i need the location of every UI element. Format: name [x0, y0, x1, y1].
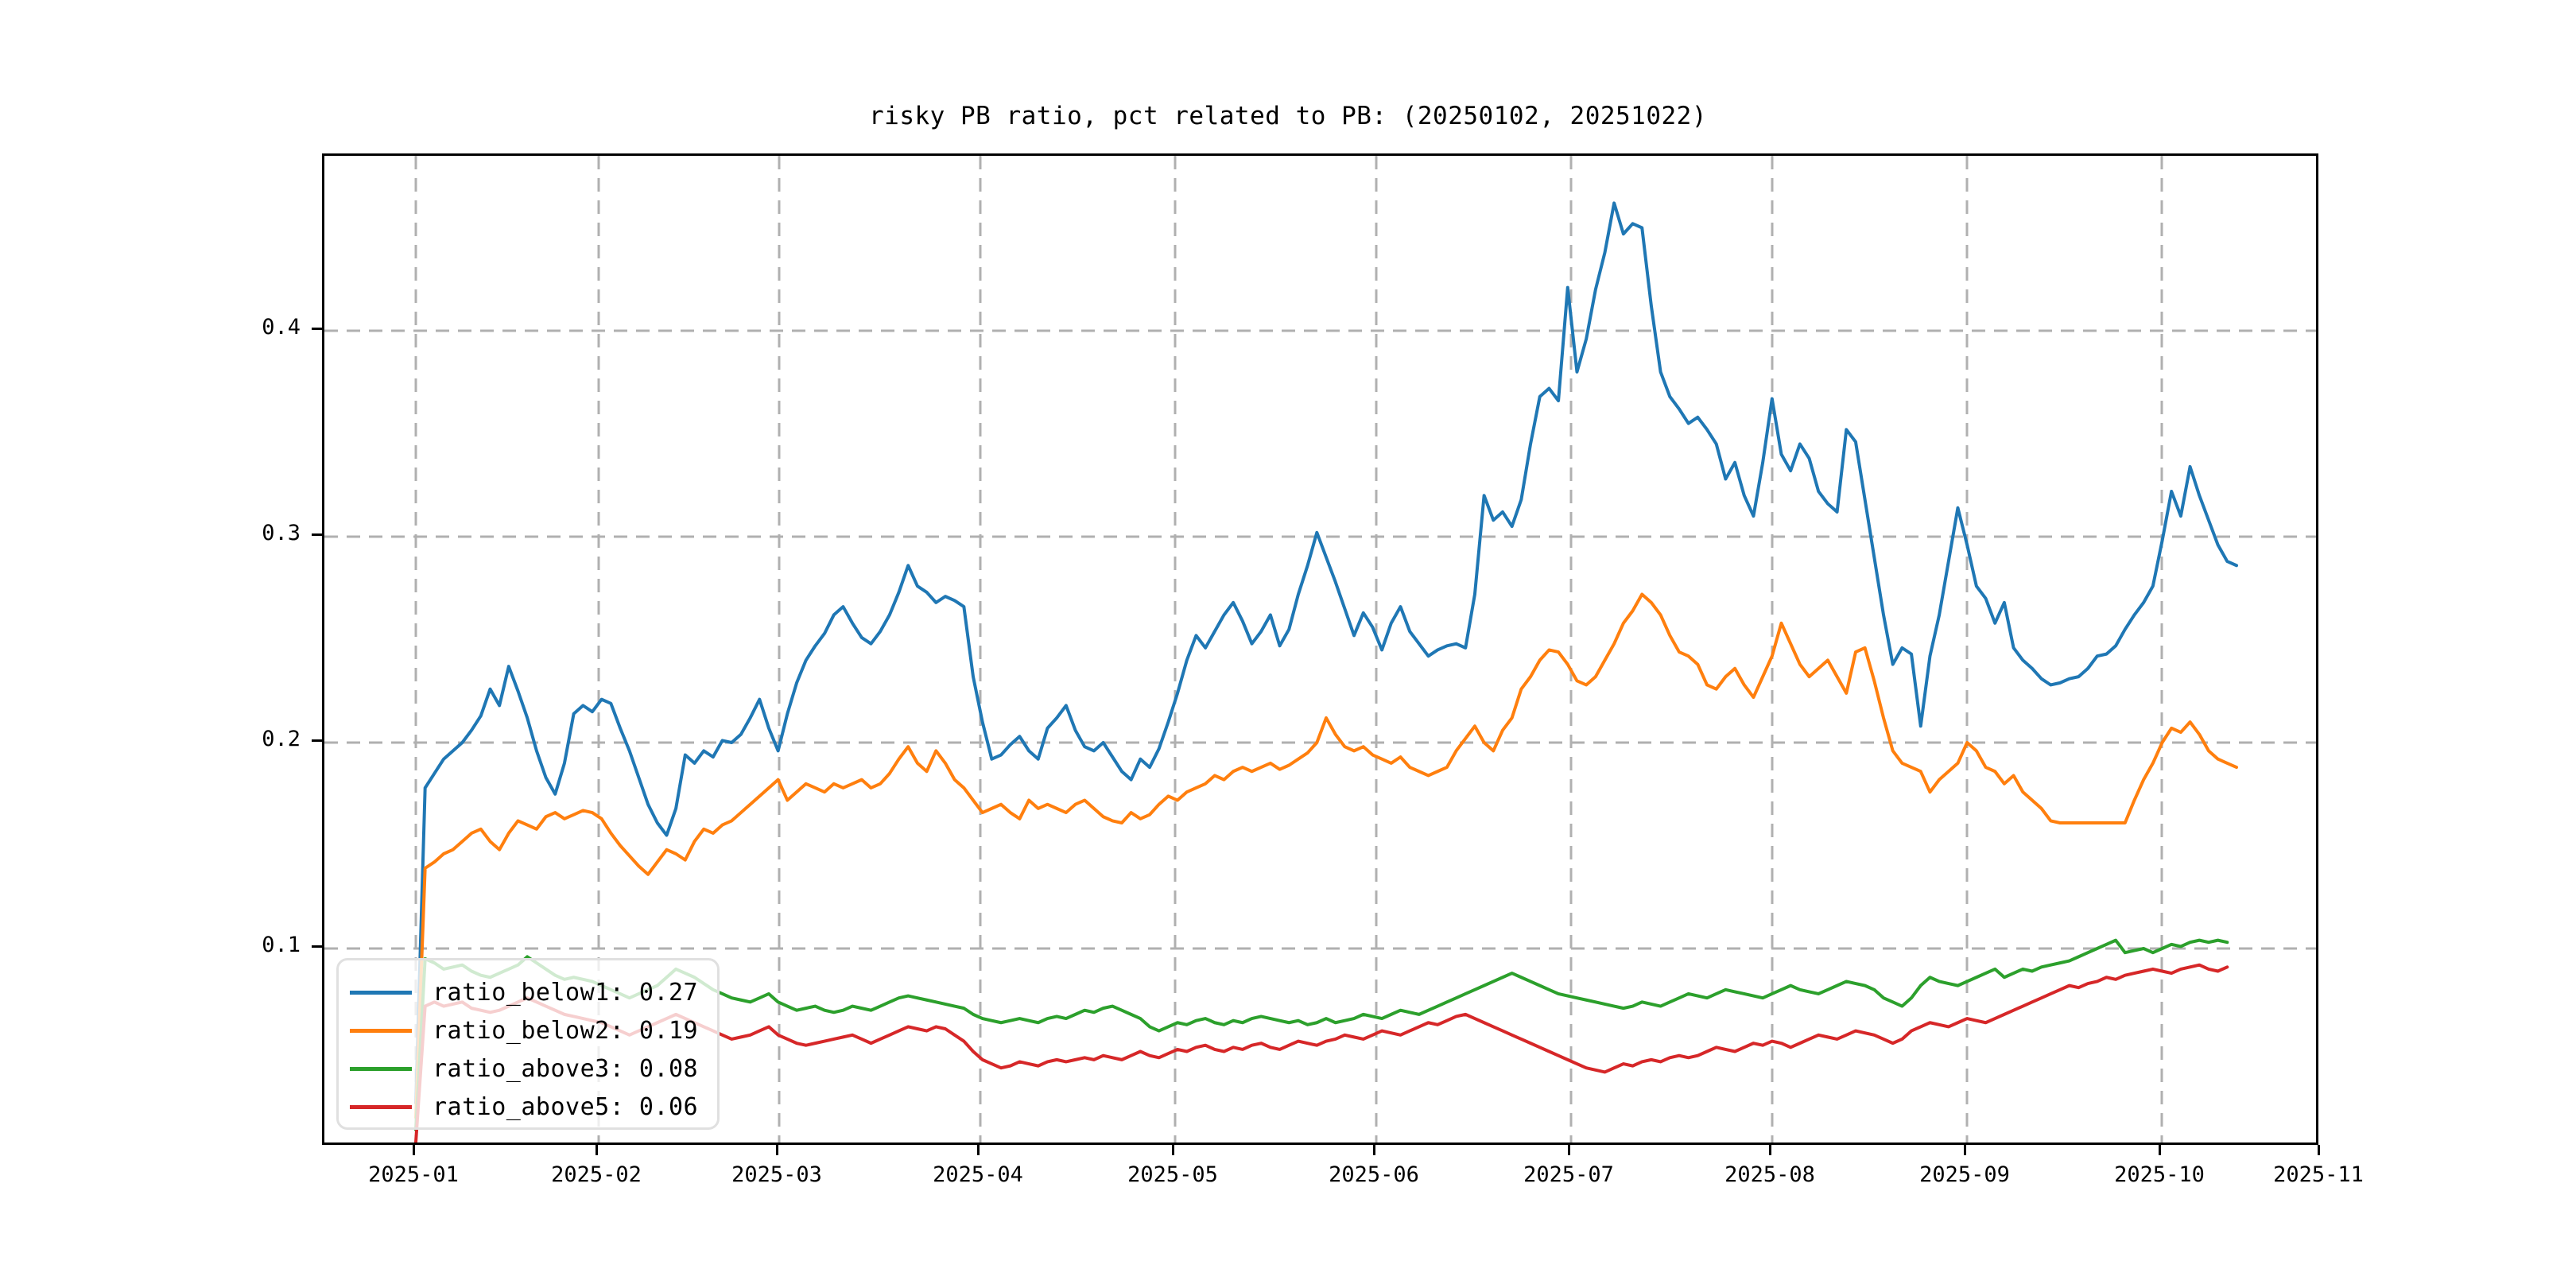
y-tick-label: 0.4: [262, 315, 301, 339]
legend-color-swatch: [350, 1066, 412, 1071]
chart-legend: ratio_below1: 0.27 ratio_below2: 0.19 rati…: [336, 958, 720, 1130]
series-line-ratio_below2: [414, 592, 2238, 1119]
plot-svg: [324, 156, 2316, 1143]
legend-label: ratio_above5: 0.06: [433, 1092, 699, 1121]
legend-color-swatch: [350, 1028, 412, 1033]
x-tick-label: 2025-06: [1329, 1162, 1419, 1187]
y-tick-label: 0.1: [262, 933, 301, 957]
page-title: risky PB ratio, pct related to PB: (2025…: [869, 102, 1707, 130]
y-tick-label: 0.2: [262, 727, 301, 751]
x-tick-mark: [775, 1145, 778, 1155]
legend-item[interactable]: ratio_below2: 0.19: [350, 1011, 698, 1049]
y-tick-mark: [312, 739, 322, 742]
x-tick-label: 2025-11: [2273, 1162, 2364, 1187]
x-tick-mark: [1372, 1145, 1375, 1155]
x-tick-label: 2025-03: [731, 1162, 822, 1187]
legend-item[interactable]: ratio_below1: 0.27: [350, 973, 698, 1011]
y-tick-mark: [312, 533, 322, 536]
x-tick-mark: [412, 1145, 415, 1155]
legend-item[interactable]: ratio_above3: 0.08: [350, 1049, 698, 1088]
x-tick-label: 2025-04: [933, 1162, 1023, 1187]
x-tick-mark: [976, 1145, 980, 1155]
legend-color-swatch: [350, 990, 412, 995]
x-tick-label: 2025-02: [551, 1162, 642, 1187]
legend-label: ratio_below1: 0.27: [433, 978, 699, 1007]
legend-label: ratio_above3: 0.08: [433, 1054, 699, 1083]
x-tick-mark: [2158, 1145, 2161, 1155]
y-tick-mark: [312, 327, 322, 330]
x-tick-mark: [2317, 1145, 2320, 1155]
x-tick-mark: [1171, 1145, 1174, 1155]
x-tick-label: 2025-05: [1127, 1162, 1218, 1187]
x-tick-label: 2025-10: [2114, 1162, 2205, 1187]
x-tick-mark: [1567, 1145, 1570, 1155]
legend-color-swatch: [350, 1104, 412, 1109]
legend-label: ratio_below2: 0.19: [433, 1016, 699, 1045]
series-line-ratio_below1: [414, 201, 2238, 1105]
x-tick-mark: [1768, 1145, 1771, 1155]
x-tick-label: 2025-08: [1724, 1162, 1815, 1187]
legend-item[interactable]: ratio_above5: 0.06: [350, 1088, 698, 1126]
y-tick-mark: [312, 945, 322, 948]
x-tick-mark: [1963, 1145, 1966, 1155]
x-tick-mark: [595, 1145, 598, 1155]
x-tick-label: 2025-01: [368, 1162, 459, 1187]
y-tick-label: 0.3: [262, 521, 301, 545]
x-tick-label: 2025-09: [1919, 1162, 2010, 1187]
x-tick-label: 2025-07: [1523, 1162, 1614, 1187]
